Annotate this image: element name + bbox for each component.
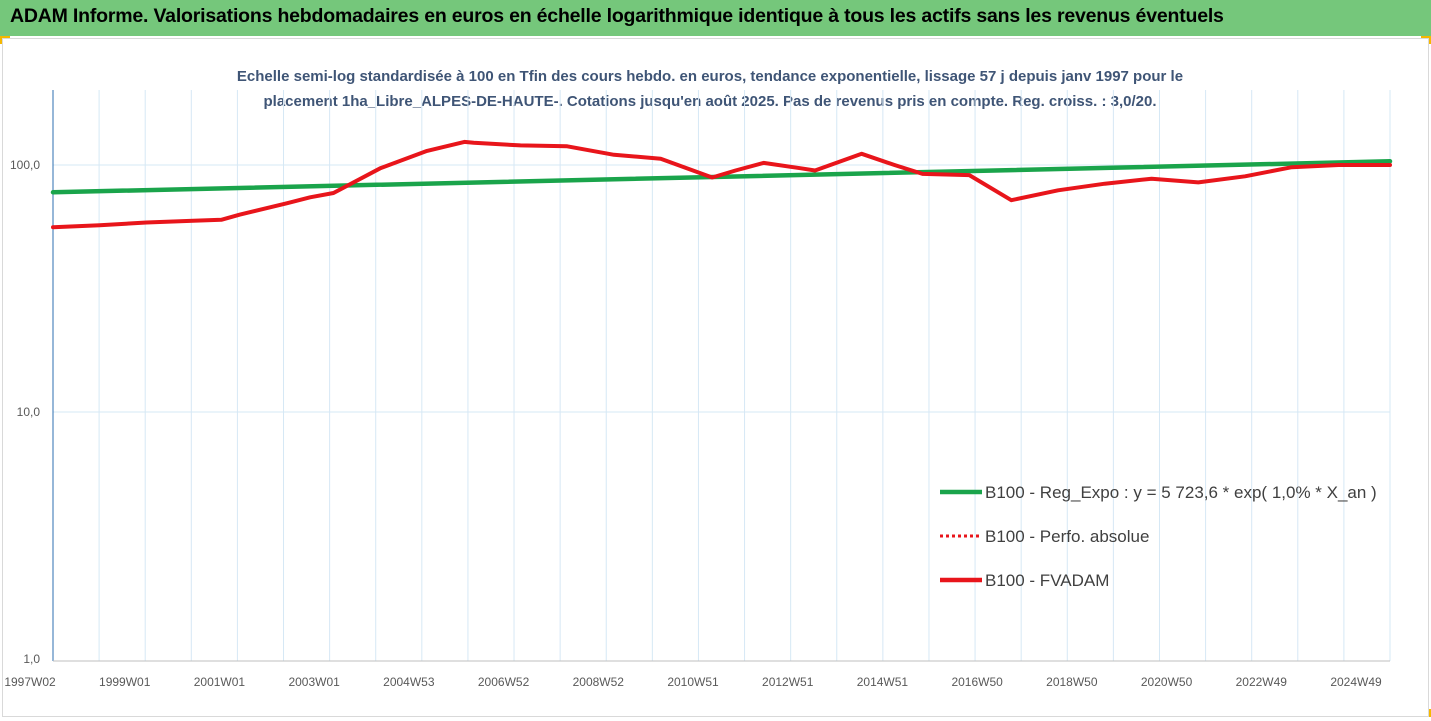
chart-area <box>2 38 1429 717</box>
axes <box>52 90 1390 662</box>
y-tick-label: 1,0 <box>23 652 40 666</box>
y-tick-label: 100,0 <box>10 158 40 172</box>
series-line-fvadam <box>51 139 1392 230</box>
x-tick-label: 2012W51 <box>762 675 814 689</box>
series-lines <box>50 139 1393 230</box>
legend-label: B100 - FVADAM <box>985 571 1109 590</box>
chart-subtitle-line-2: placement 1ha_Libre_ALPES-DE-HAUTE-. Cot… <box>263 93 1157 110</box>
x-tick-label: 2016W50 <box>951 675 1003 689</box>
x-tick-label: 2022W49 <box>1236 675 1288 689</box>
legend-label: B100 - Perfo. absolue <box>985 527 1149 546</box>
x-axis-ticks: 1997W02 1999W01 2001W01 2003W01 2004W53 2006W… <box>4 675 1382 689</box>
y-axis-ticks: 1,0 10,0 100,0 <box>10 158 40 666</box>
header-bar: ADAM Informe. Valorisations hebdomadaire… <box>0 0 1431 36</box>
x-tick-label: 1999W01 <box>99 675 151 689</box>
x-tick-label: 2020W50 <box>1141 675 1193 689</box>
x-tick-label: 2024W49 <box>1330 675 1382 689</box>
x-tick-label: 2018W50 <box>1046 675 1098 689</box>
y-tick-label: 10,0 <box>17 405 41 419</box>
x-tick-label: 1997W02 <box>4 675 56 689</box>
x-tick-label: 2004W53 <box>383 675 435 689</box>
x-tick-label: 2008W52 <box>573 675 625 689</box>
x-tick-label: 2006W52 <box>478 675 530 689</box>
legend: B100 - Reg_Expo : y = 5 723,6 * exp( 1,0… <box>940 483 1377 590</box>
chart-subtitle-line-1: Echelle semi-log standardisée à 100 en T… <box>236 68 1184 85</box>
series-line-regression <box>50 159 1393 195</box>
page-title: ADAM Informe. Valorisations hebdomadaire… <box>10 5 1224 27</box>
legend-label: B100 - Reg_Expo : y = 5 723,6 * exp( 1,0… <box>985 483 1377 502</box>
x-tick-label: 2010W51 <box>667 675 719 689</box>
x-tick-label: 2001W01 <box>194 675 246 689</box>
x-tick-label: 2014W51 <box>857 675 909 689</box>
x-tick-label: 2003W01 <box>288 675 340 689</box>
chart-subtitle: Echelle semi-log standardisée à 100 en T… <box>130 64 1290 114</box>
